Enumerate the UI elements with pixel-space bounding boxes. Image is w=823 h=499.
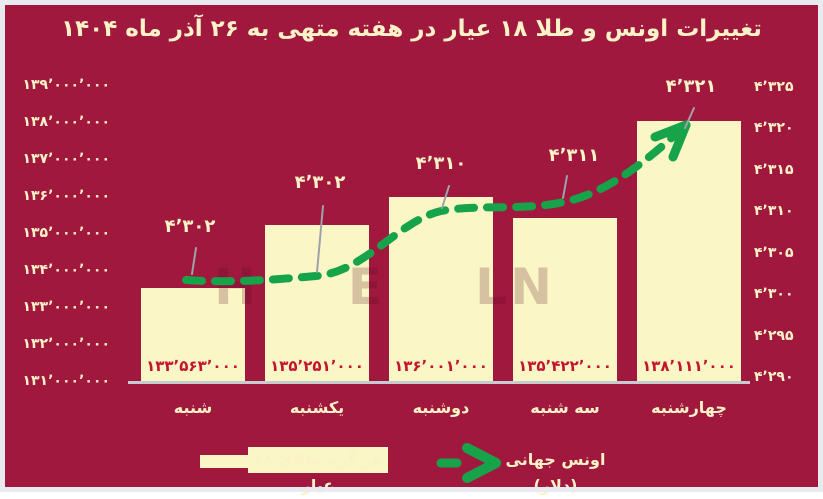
bar-wednesday: ۱۳۸٬۱۱۱٬۰۰۰ (637, 121, 741, 381)
line-value-label: ۴٬۳۰۲ (164, 216, 216, 237)
watermark-letter: N (510, 258, 552, 316)
legend-bar-label: هر گرم طلای ۱۸ عیار (248, 447, 388, 495)
y-axis-left-tick: ۱۳۴٬۰۰۰٬۰۰۰ (22, 262, 110, 278)
y-axis-left-tick: ۱۳۵٬۰۰۰٬۰۰۰ (22, 225, 110, 241)
legend-bar-swatch (200, 455, 250, 468)
y-axis-right-tick: ۴٬۲۹۰ (754, 369, 794, 385)
bar-value-label: ۱۳۵٬۴۲۲٬۰۰۰ (518, 357, 612, 375)
y-axis-right-tick: ۴٬۳۲۵ (754, 79, 794, 95)
x-axis-line (128, 381, 750, 384)
bar-value-label: ۱۳۸٬۱۱۱٬۰۰۰ (642, 357, 736, 375)
legend-line-icon (436, 443, 501, 483)
x-axis-label-tuesday: سه شنبه (530, 398, 600, 417)
y-axis-left-tick: ۱۳۹٬۰۰۰٬۰۰۰ (22, 77, 110, 93)
x-axis-label-wednesday: چهارشنبه (651, 398, 727, 417)
bar-monday: ۱۳۶٬۰۰۱٬۰۰۰ (389, 197, 493, 381)
y-axis-left-tick: ۱۳۷٬۰۰۰٬۰۰۰ (22, 151, 110, 167)
y-axis-right-tick: ۴٬۲۹۵ (754, 328, 794, 344)
y-axis-left-tick: ۱۳۸٬۰۰۰٬۰۰۰ (22, 114, 110, 130)
leader-line (562, 175, 568, 199)
y-axis-right-tick: ۴٬۳۱۵ (754, 162, 794, 178)
y-axis-right-tick: ۴٬۳۰۵ (754, 245, 794, 261)
y-axis-right-tick: ۴٬۳۱۰ (754, 203, 794, 219)
line-value-label: ۴٬۳۱۰ (415, 153, 467, 174)
line-value-label: ۴٬۳۲۱ (665, 76, 717, 97)
y-axis-right-tick: ۴٬۳۰۰ (754, 286, 794, 302)
bar-value-label: ۱۳۶٬۰۰۱٬۰۰۰ (394, 357, 488, 375)
x-axis-label-saturday: شنبه (173, 398, 213, 417)
watermark-letter: H (214, 258, 256, 316)
line-value-label: ۴٬۳۱۱ (548, 145, 600, 166)
bar-saturday: ۱۳۳٬۵۶۳٬۰۰۰ (141, 288, 245, 381)
y-axis-left-tick: ۱۳۶٬۰۰۰٬۰۰۰ (22, 188, 110, 204)
y-axis-right-tick: ۴٬۳۲۰ (754, 120, 794, 136)
line-value-label: ۴٬۳۰۲ (294, 172, 346, 193)
legend-line-label: اونس جهانی (دلار) (505, 450, 606, 495)
leader-line (191, 247, 197, 275)
chart-title: تغییرات اونس و طلا ۱۸ عیار در هفته متهی … (61, 16, 762, 42)
bar-value-label: ۱۳۳٬۵۶۳٬۰۰۰ (146, 357, 240, 375)
bar-value-label: ۱۳۵٬۲۵۱٬۰۰۰ (270, 357, 364, 375)
x-axis-label-monday: دوشنبه (412, 398, 470, 417)
y-axis-left-tick: ۱۳۲٬۰۰۰٬۰۰۰ (22, 336, 110, 352)
y-axis-left-tick: ۱۳۱٬۰۰۰٬۰۰۰ (22, 373, 110, 389)
watermark-letter: E (347, 258, 383, 316)
y-axis-left-tick: ۱۳۳٬۰۰۰٬۰۰۰ (22, 299, 110, 315)
x-axis-label-sunday: یکشنبه (289, 398, 345, 417)
